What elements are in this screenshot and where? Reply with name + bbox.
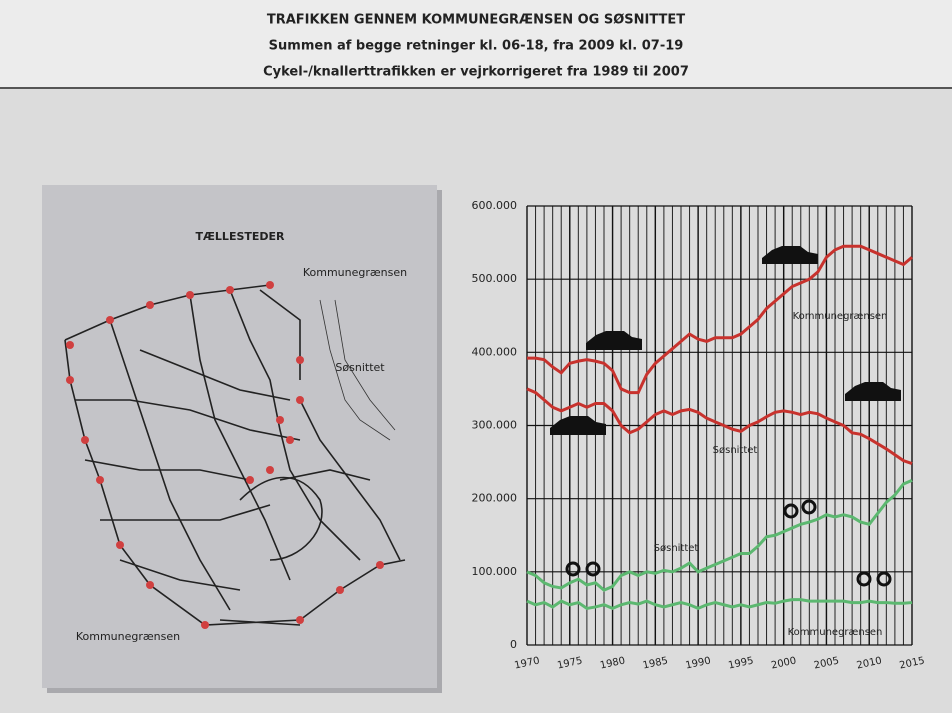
- map-label: Kommunegrænsen: [303, 266, 407, 279]
- y-tick-label: 300.000: [472, 419, 518, 432]
- x-tick-label: 1975: [556, 655, 583, 671]
- series-line: [527, 244, 913, 395]
- series-line: [526, 387, 913, 465]
- x-tick-label: 1980: [599, 655, 626, 671]
- y-tick-label: 500.000: [472, 272, 518, 285]
- map-points: [66, 281, 384, 629]
- x-tick-label: 1985: [642, 655, 669, 671]
- map-title: TÆLLESTEDER: [195, 230, 285, 243]
- map-coast: [319, 299, 396, 441]
- bike-icons: [565, 499, 892, 587]
- series-label: Søsnittet: [713, 445, 758, 456]
- x-tick-label: 2000: [770, 655, 797, 671]
- car-icon: [762, 246, 818, 264]
- x-tick-label: 1995: [727, 655, 754, 671]
- car-icon: [845, 382, 901, 401]
- series-label: Søsnittet: [654, 543, 699, 554]
- map-label: Søsnittet: [335, 361, 385, 374]
- header-band: [0, 0, 952, 88]
- x-tick-label: 2015: [899, 655, 926, 671]
- series-line: [526, 478, 913, 592]
- y-tick-label: 600.000: [472, 199, 518, 212]
- header-line: Cykel-/knallerttrafikken er vejrkorriger…: [263, 65, 689, 80]
- map-label: Kommunegrænsen: [76, 630, 180, 643]
- panel: [42, 185, 437, 688]
- y-tick-label: 400.000: [472, 345, 518, 358]
- series-line: [526, 598, 913, 611]
- y-tick-label: 100.000: [472, 565, 518, 578]
- x-tick-label: 1990: [685, 655, 712, 671]
- car-icon: [586, 331, 642, 350]
- series-label: Kommunegrænsen: [793, 311, 888, 322]
- y-tick-label: 0: [510, 638, 517, 651]
- x-tick-label: 2010: [856, 655, 883, 671]
- header-title: TRAFIKKEN GENNEM KOMMUNEGRÆNSEN OG SØSNI…: [267, 13, 685, 28]
- plot: 0 100.000 200.000 300.000 400.000 500.000 600.…: [472, 199, 926, 672]
- header-line: Summen af begge retninger kl. 06-18, fra…: [269, 39, 684, 54]
- x-tick-label: 2005: [813, 655, 840, 671]
- y-tick-label: 200.000: [472, 492, 518, 505]
- vehicle-icons: [550, 246, 901, 435]
- map-panel: TÆLLESTEDER Kommunegrænsen Søsnittet Kom…: [42, 185, 442, 693]
- series-label: Kommunegrænsen: [788, 627, 883, 638]
- car-icon: [550, 416, 606, 435]
- x-tick-label: 1970: [514, 655, 541, 671]
